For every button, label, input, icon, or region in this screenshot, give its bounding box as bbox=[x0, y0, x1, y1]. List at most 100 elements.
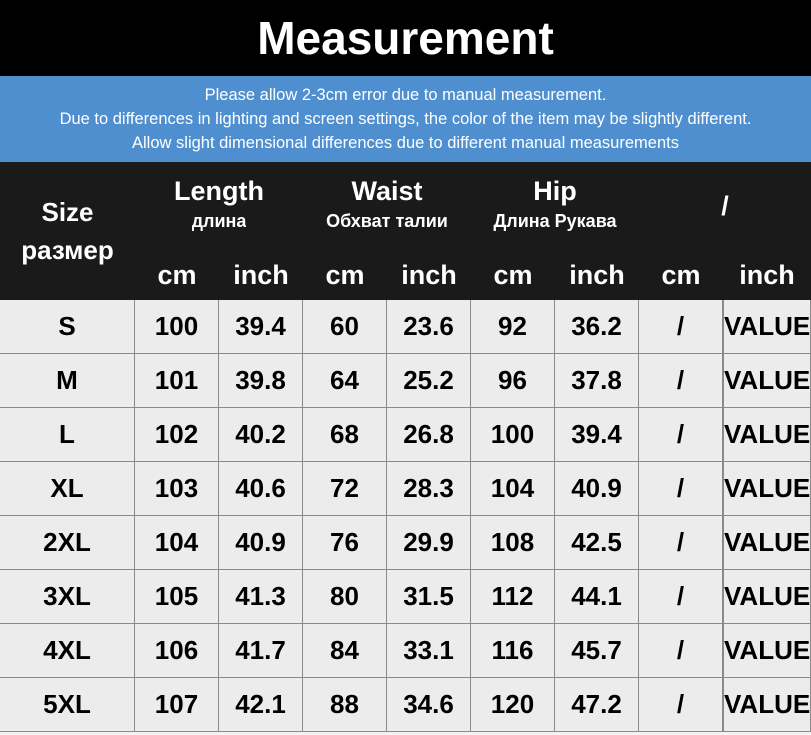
table-cell: 120 bbox=[471, 678, 555, 732]
table-cell: VALUE bbox=[723, 570, 811, 624]
table-cell: 37.8 bbox=[555, 354, 639, 408]
table-cell: VALUE bbox=[723, 354, 811, 408]
table-cell: 103 bbox=[135, 462, 219, 516]
table-cell: VALUE bbox=[723, 300, 811, 354]
table-cell: 39.4 bbox=[219, 300, 303, 354]
table-cell: 92 bbox=[471, 300, 555, 354]
unit-header: inch bbox=[401, 259, 457, 290]
table-cell: 76 bbox=[303, 516, 387, 570]
table-cell: 23.6 bbox=[387, 300, 471, 354]
table-cell: M bbox=[0, 354, 135, 408]
table-cell: 44.1 bbox=[555, 570, 639, 624]
unit-header: cm bbox=[661, 259, 701, 290]
table-cell: 106 bbox=[135, 624, 219, 678]
group-sub: Длина Рукава bbox=[493, 211, 617, 231]
table-cell: 3XL bbox=[0, 570, 135, 624]
table-cell: 41.3 bbox=[219, 570, 303, 624]
table-cell: VALUE bbox=[723, 516, 811, 570]
group-header: Length длина bbox=[135, 162, 303, 250]
table-cell: 29.9 bbox=[387, 516, 471, 570]
unit-header: cm bbox=[493, 259, 533, 290]
table-cell: 5XL bbox=[0, 678, 135, 732]
group-name: Hip bbox=[533, 176, 577, 206]
table-cell: 105 bbox=[135, 570, 219, 624]
table-cell: 80 bbox=[303, 570, 387, 624]
table-cell: 100 bbox=[471, 408, 555, 462]
group-sub: длина bbox=[191, 211, 247, 231]
group-name: / bbox=[721, 191, 729, 221]
notes: Please allow 2-3cm error due to manual m… bbox=[0, 76, 811, 162]
table-cell: / bbox=[639, 516, 723, 570]
size-en: Size bbox=[41, 197, 94, 227]
table-cell: / bbox=[639, 408, 723, 462]
table-cell: 39.8 bbox=[219, 354, 303, 408]
table-cell: 116 bbox=[471, 624, 555, 678]
table-cell: 47.2 bbox=[555, 678, 639, 732]
unit-header: inch bbox=[739, 259, 795, 290]
table-cell: 45.7 bbox=[555, 624, 639, 678]
table-cell: 28.3 bbox=[387, 462, 471, 516]
table-cell: 25.2 bbox=[387, 354, 471, 408]
unit-header: cm bbox=[157, 259, 197, 290]
title: Measurement bbox=[0, 0, 811, 76]
table-cell: 34.6 bbox=[387, 678, 471, 732]
table-cell: 42.1 bbox=[219, 678, 303, 732]
table-cell: 2XL bbox=[0, 516, 135, 570]
table-cell: 41.7 bbox=[219, 624, 303, 678]
note: Due to differences in lighting and scree… bbox=[59, 110, 752, 128]
note: Please allow 2-3cm error due to manual m… bbox=[204, 86, 607, 104]
note: Allow slight dimensional differences due… bbox=[132, 134, 679, 152]
unit-header: inch bbox=[569, 259, 625, 290]
table-cell: 112 bbox=[471, 570, 555, 624]
table-cell: / bbox=[639, 570, 723, 624]
size-ru: размер bbox=[21, 235, 114, 265]
table-cell: 102 bbox=[135, 408, 219, 462]
table-cell: / bbox=[639, 462, 723, 516]
group-header: / bbox=[639, 162, 811, 250]
table-cell: / bbox=[639, 678, 723, 732]
table-cell: VALUE bbox=[723, 678, 811, 732]
table-cell: 60 bbox=[303, 300, 387, 354]
group-name: Waist bbox=[351, 176, 423, 206]
table-cell: 72 bbox=[303, 462, 387, 516]
table-cell: 101 bbox=[135, 354, 219, 408]
table-cell: 107 bbox=[135, 678, 219, 732]
group-header: Waist Обхват талии bbox=[303, 162, 471, 250]
table-cell: 84 bbox=[303, 624, 387, 678]
table-cell: / bbox=[639, 624, 723, 678]
table-cell: VALUE bbox=[723, 408, 811, 462]
unit-header: cm bbox=[325, 259, 365, 290]
table-cell: 104 bbox=[471, 462, 555, 516]
table-cell: / bbox=[639, 354, 723, 408]
unit-header: inch bbox=[233, 259, 289, 290]
table-cell: 88 bbox=[303, 678, 387, 732]
table-cell: 33.1 bbox=[387, 624, 471, 678]
table-cell: XL bbox=[0, 462, 135, 516]
table-cell: 40.9 bbox=[219, 516, 303, 570]
table-cell: 100 bbox=[135, 300, 219, 354]
size-header: Size размер bbox=[0, 162, 135, 300]
table-cell: 36.2 bbox=[555, 300, 639, 354]
table-cell: 26.8 bbox=[387, 408, 471, 462]
table-cell: 40.2 bbox=[219, 408, 303, 462]
table-cell: 42.5 bbox=[555, 516, 639, 570]
table-cell: 104 bbox=[135, 516, 219, 570]
table-cell: S bbox=[0, 300, 135, 354]
group-name: Length bbox=[174, 176, 264, 206]
table-cell: 31.5 bbox=[387, 570, 471, 624]
table-cell: VALUE bbox=[723, 462, 811, 516]
table-cell: 39.4 bbox=[555, 408, 639, 462]
table-cell: 40.6 bbox=[219, 462, 303, 516]
group-header: Hip Длина Рукава bbox=[471, 162, 639, 250]
table-cell: 68 bbox=[303, 408, 387, 462]
group-sub: Обхват талии bbox=[326, 211, 448, 231]
table-cell: L bbox=[0, 408, 135, 462]
table-cell: 4XL bbox=[0, 624, 135, 678]
table-cell: 108 bbox=[471, 516, 555, 570]
table-cell: 96 bbox=[471, 354, 555, 408]
table-cell: VALUE bbox=[723, 624, 811, 678]
table-cell: / bbox=[639, 300, 723, 354]
table-cell: 64 bbox=[303, 354, 387, 408]
table-header bbox=[0, 162, 811, 300]
